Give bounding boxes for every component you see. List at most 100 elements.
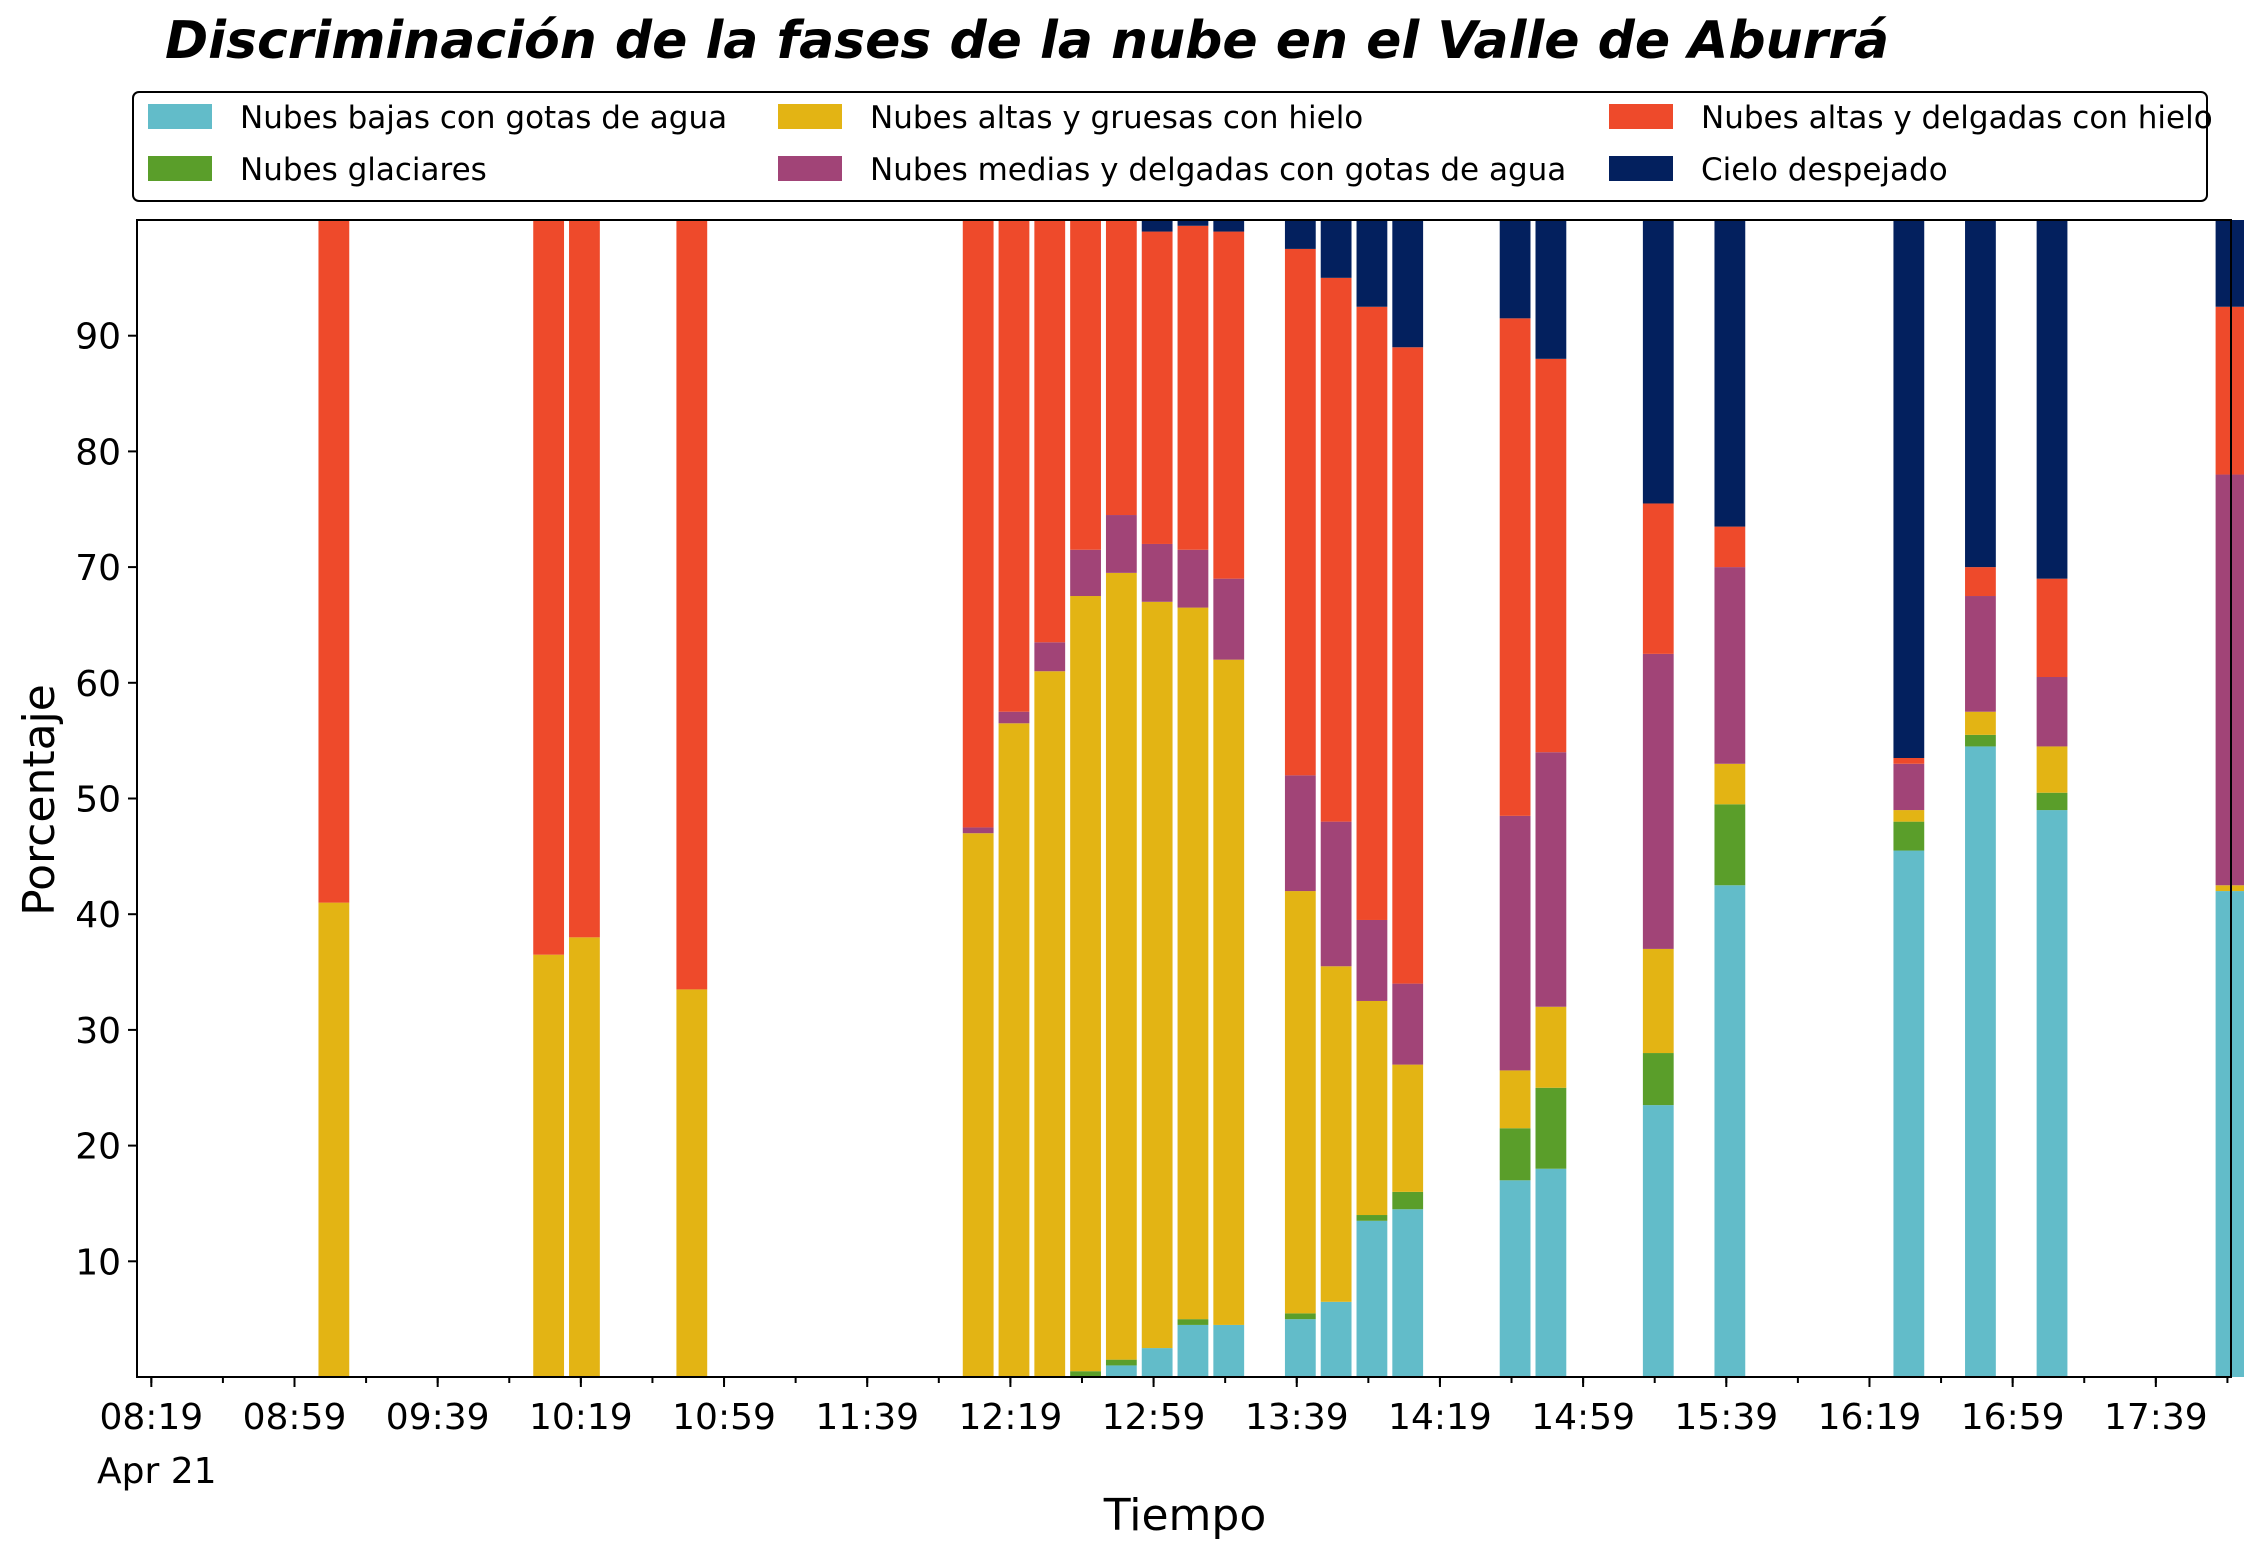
legend-label-5: Cielo despejado [1701, 152, 1948, 188]
bar-segment-13-4 [1320, 277, 1352, 822]
bar-segment-8-0 [1105, 1365, 1137, 1377]
bar-segment-14-0 [1356, 1220, 1388, 1377]
bar-segment-11-5 [1213, 220, 1245, 232]
bar-segment-11-2 [1213, 659, 1245, 1325]
bar-segment-16-1 [1499, 1128, 1531, 1181]
bar-segment-4-2 [962, 833, 994, 1377]
bar-segment-7-3 [1070, 549, 1101, 597]
legend-label-3: Nubes medias y delgadas con gotas de agu… [870, 152, 1566, 188]
bar-segment-16-4 [1499, 318, 1531, 816]
bar-segment-15-3 [1392, 983, 1424, 1065]
x-tick-label: 09:39 [386, 1397, 490, 1438]
chart-title: Discriminación de la fases de la nube en… [165, 11, 1889, 71]
bar-segment-23-5 [2215, 220, 2244, 307]
bar-segment-13-0 [1320, 1301, 1352, 1377]
bar-segment-9-2 [1141, 601, 1173, 1349]
x-axis: 08:19 08:59 09:39 10:19 10:59 11:39 12:19 12:59… [97, 1377, 2229, 1492]
bar-segment-17-3 [1535, 752, 1567, 1007]
bar-segment-19-0 [1714, 885, 1746, 1377]
bar-segment-20-4 [1893, 758, 1925, 764]
bar-segment-21-1 [1965, 734, 1996, 747]
bar-segment-16-3 [1499, 815, 1531, 1071]
bar-segment-10-3 [1177, 549, 1209, 608]
bar-segment-7-1 [1070, 1371, 1101, 1377]
bar-segment-19-4 [1714, 526, 1746, 568]
legend-label-4: Nubes altas y delgadas con hielo [1701, 100, 2213, 136]
bar-segment-11-4 [1213, 231, 1245, 579]
bar-segment-22-5 [2036, 220, 2068, 579]
bar-segment-12-0 [1284, 1319, 1316, 1377]
y-tick-label: 90 [75, 317, 121, 358]
bar-segment-20-1 [1893, 821, 1925, 851]
bar-segment-18-1 [1642, 1053, 1674, 1106]
bar-segment-18-5 [1642, 220, 1674, 504]
bar-segment-1-2 [533, 954, 565, 1377]
bar-segment-1-4 [533, 220, 565, 955]
bar-segment-10-1 [1177, 1319, 1209, 1325]
bar-segment-11-3 [1213, 578, 1245, 660]
bar-segment-15-0 [1392, 1209, 1424, 1377]
bar-segment-18-4 [1642, 503, 1674, 654]
bar-segment-21-0 [1965, 746, 1996, 1377]
bar-segment-23-3 [2215, 474, 2244, 886]
bar-segment-21-2 [1965, 711, 1996, 735]
bar-segment-12-5 [1284, 220, 1316, 249]
legend: Nubes bajas con gotas de agua Nubes glaci… [132, 91, 2213, 202]
bar-segment-22-2 [2036, 746, 2068, 793]
bar-segment-12-4 [1284, 248, 1316, 776]
bar-segment-8-2 [1105, 572, 1137, 1360]
bar-segment-13-5 [1320, 220, 1352, 278]
x-tick-label: 17:39 [2104, 1397, 2208, 1438]
bar-segment-22-4 [2036, 578, 2068, 678]
bar-segment-18-2 [1642, 948, 1674, 1054]
bar-segment-15-5 [1392, 220, 1424, 348]
bar-segment-15-1 [1392, 1191, 1424, 1210]
bar-segment-6-3 [1034, 642, 1066, 672]
bar-segment-18-0 [1642, 1105, 1674, 1377]
bar-segment-15-4 [1392, 347, 1424, 984]
y-tick-label: 50 [75, 780, 121, 821]
bar-segment-19-2 [1714, 763, 1746, 805]
bar-segment-6-4 [1034, 220, 1066, 643]
bar-segment-21-3 [1965, 596, 1996, 712]
bar-segment-5-4 [998, 220, 1030, 712]
x-tick-label: 15:39 [1674, 1397, 1778, 1438]
bar-segment-22-3 [2036, 677, 2068, 747]
y-tick-label: 10 [75, 1242, 121, 1283]
bar-segment-20-2 [1893, 810, 1925, 822]
bar-segment-19-3 [1714, 567, 1746, 764]
x-date-label: Apr 21 [97, 1451, 217, 1492]
x-tick-label: 16:59 [1961, 1397, 2065, 1438]
x-axis-label: Tiempo [1103, 1490, 1267, 1541]
bar-segment-23-2 [2215, 885, 2244, 892]
bar-segment-14-4 [1356, 306, 1388, 920]
bar-segment-13-3 [1320, 821, 1352, 967]
bar-segment-4-3 [962, 827, 994, 834]
bar-segment-20-3 [1893, 763, 1925, 811]
bar-segment-0-2 [318, 902, 350, 1377]
bar-segment-12-2 [1284, 891, 1316, 1314]
x-tick-label: 16:19 [1818, 1397, 1922, 1438]
x-tick-label: 08:59 [243, 1397, 347, 1438]
bar-segment-23-4 [2215, 306, 2244, 475]
bar-segment-7-4 [1070, 220, 1101, 550]
bar-segment-17-4 [1535, 358, 1567, 753]
bar-segment-23-0 [2215, 891, 2244, 1377]
bar-segment-19-5 [1714, 220, 1746, 527]
bar-segment-22-1 [2036, 792, 2068, 811]
legend-label-1: Nubes glaciares [240, 152, 487, 188]
bar-segment-14-1 [1356, 1215, 1388, 1221]
y-tick-label: 20 [75, 1127, 121, 1168]
bar-segment-16-5 [1499, 220, 1531, 319]
bar-segment-12-3 [1284, 775, 1316, 892]
bar-segment-8-1 [1105, 1359, 1137, 1366]
bar-segment-17-2 [1535, 1006, 1567, 1088]
legend-swatch-0 [148, 104, 212, 129]
bar-segment-3-2 [676, 989, 708, 1377]
bar-segment-5-2 [998, 723, 1030, 1377]
bar-segment-9-4 [1141, 231, 1173, 544]
legend-swatch-4 [1609, 104, 1673, 129]
y-tick-label: 60 [75, 664, 121, 705]
bar-segment-9-0 [1141, 1348, 1173, 1377]
x-tick-label: 14:59 [1531, 1397, 1635, 1438]
